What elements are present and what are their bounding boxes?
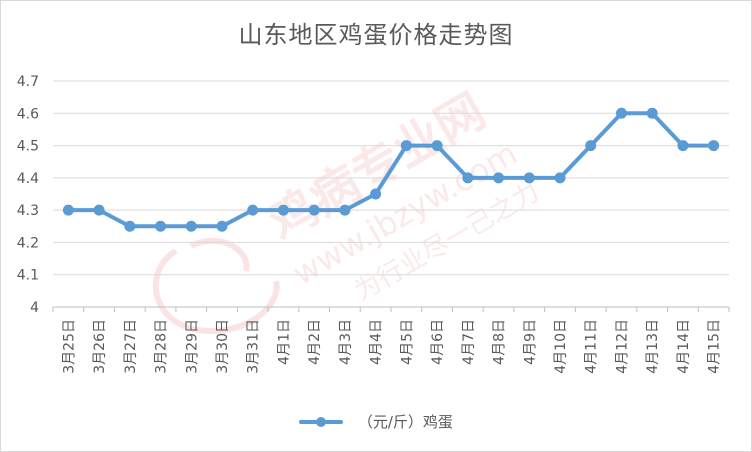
data-point — [62, 204, 74, 216]
legend-label: （元/斤）鸡蛋 — [357, 413, 453, 431]
data-point — [93, 204, 105, 216]
legend: （元/斤）鸡蛋 — [1, 411, 751, 432]
data-point — [646, 107, 658, 119]
x-tick-label: 3月30日 — [215, 319, 231, 374]
data-point — [523, 172, 535, 184]
x-axis-ticks: 3月25日 3月26日 3月27日 3月28日 3月29日 3月30日 3月31日 4月1日 4… — [52, 307, 730, 374]
x-tick-label: 3月25日 — [61, 319, 77, 374]
x-tick-label: 4月7日 — [461, 319, 477, 365]
x-tick-label: 3月29日 — [184, 319, 200, 374]
data-point — [615, 107, 627, 119]
data-point — [155, 220, 167, 232]
data-point — [124, 220, 136, 232]
y-tick-label: 4.5 — [17, 139, 39, 155]
y-tick-label: 4.1 — [17, 268, 39, 284]
data-point — [400, 140, 412, 152]
y-tick-label: 4.4 — [17, 171, 39, 187]
data-point — [370, 188, 382, 200]
y-tick-label: 4.6 — [17, 106, 39, 122]
data-point — [677, 140, 689, 152]
data-point — [585, 140, 597, 152]
legend-swatch — [299, 416, 344, 427]
y-tick-label: 4 — [30, 300, 39, 316]
x-tick-label: 3月31日 — [246, 319, 262, 374]
chart-title: 山东地区鸡蛋价格走势图 — [238, 21, 514, 49]
x-tick-label: 4月12日 — [614, 319, 630, 374]
x-tick-label: 4月4日 — [369, 319, 385, 365]
x-tick-label: 3月26日 — [92, 319, 108, 374]
x-tick-label: 4月8日 — [492, 319, 508, 365]
data-point — [277, 204, 289, 216]
y-tick-label: 4.3 — [17, 203, 39, 219]
x-tick-label: 4月6日 — [430, 319, 446, 365]
data-point — [216, 220, 228, 232]
data-point — [554, 172, 566, 184]
x-tick-label: 3月28日 — [154, 319, 170, 374]
x-tick-label: 4月11日 — [584, 319, 600, 374]
data-point — [185, 220, 197, 232]
x-tick-label: 4月15日 — [707, 319, 723, 374]
x-tick-label: 4月5日 — [399, 319, 415, 365]
data-point — [708, 140, 720, 152]
x-tick-label: 4月3日 — [338, 319, 354, 365]
series-line — [66, 111, 716, 229]
x-tick-label: 4月10日 — [553, 319, 569, 374]
x-tick-label: 3月27日 — [123, 319, 139, 374]
series-group — [62, 107, 720, 232]
x-tick-label: 4月13日 — [645, 319, 661, 374]
x-tick-label: 4月1日 — [276, 319, 292, 365]
data-point — [308, 204, 320, 216]
y-tick-label: 4.7 — [17, 74, 39, 90]
x-tick-label: 4月14日 — [676, 319, 692, 374]
x-tick-label: 4月2日 — [307, 319, 323, 365]
data-point — [493, 172, 505, 184]
x-tick-label: 4月9日 — [522, 319, 538, 365]
y-axis-ticks: 4.7 4.6 4.5 4.4 4.3 4.2 4.1 4 — [17, 74, 39, 316]
data-point — [247, 204, 259, 216]
data-point — [431, 140, 443, 152]
data-point — [339, 204, 351, 216]
data-point — [462, 172, 474, 184]
y-tick-label: 4.2 — [17, 235, 39, 251]
